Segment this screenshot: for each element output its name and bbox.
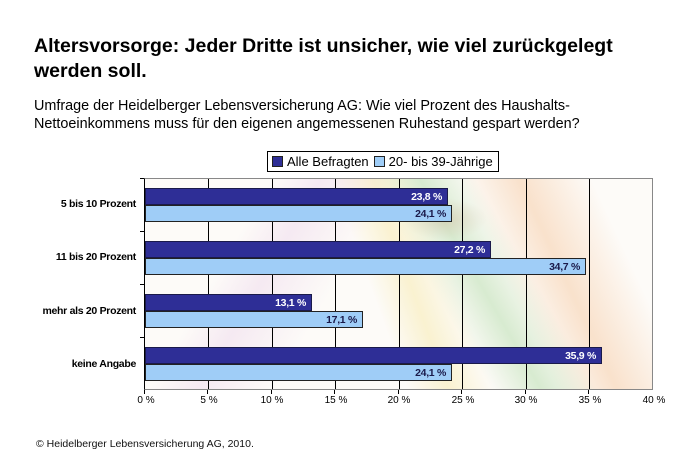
copyright-footer: © Heidelberger Lebensversicherung AG, 20…	[36, 438, 254, 450]
y-tick	[140, 231, 144, 232]
x-tick-label: 25 %	[451, 395, 475, 406]
bar-value-label: 13,1 %	[275, 296, 306, 309]
x-tick-label: 20 %	[387, 395, 411, 406]
y-tick	[140, 337, 144, 338]
legend-swatch-dark	[272, 156, 283, 167]
bar-young-over-20: 17,1 %	[145, 311, 363, 328]
y-tick	[140, 178, 144, 179]
page-title: Altersvorsorge: Jeder Dritte ist unsiche…	[34, 35, 613, 82]
x-tick	[588, 390, 589, 394]
bar-value-label: 17,1 %	[326, 313, 357, 326]
category-label: keine Angabe	[71, 358, 137, 370]
bar-value-label: 23,8 %	[411, 190, 442, 203]
chart-subtitle: Umfrage der Heidelberger Lebensversicher…	[34, 98, 580, 132]
x-tick-label: 0 %	[137, 395, 155, 406]
x-tick	[271, 390, 272, 394]
legend-label: 20- bis 39-Jährige	[388, 154, 493, 169]
bar-young-11-20: 34,7 %	[145, 258, 586, 275]
bar-value-label: 27,2 %	[454, 243, 485, 256]
bar-all-11-20: 27,2 %	[145, 241, 491, 258]
legend-item-all: Alle Befragten	[272, 154, 369, 169]
gridline	[335, 179, 336, 389]
x-tick-label: 40 %	[642, 395, 666, 406]
x-tick-label: 35 %	[578, 395, 602, 406]
x-tick	[207, 390, 208, 394]
bar-value-label: 24,1 %	[415, 207, 446, 220]
gridline	[589, 179, 590, 389]
bar-value-label: 34,7 %	[549, 260, 580, 273]
x-tick	[398, 390, 399, 394]
gridline	[462, 179, 463, 389]
bar-value-label: 24,1 %	[415, 366, 446, 379]
x-tick	[144, 390, 145, 394]
x-tick	[461, 390, 462, 394]
chart-legend: Alle Befragten 20- bis 39-Jährige	[267, 151, 499, 172]
gridline	[399, 179, 400, 389]
y-tick	[140, 284, 144, 285]
legend-label: Alle Befragten	[287, 154, 369, 169]
x-tick-label: 5 %	[200, 395, 218, 406]
gridline	[526, 179, 527, 389]
bar-young-no-answer: 24,1 %	[145, 364, 452, 381]
bar-value-label: 35,9 %	[565, 349, 596, 362]
bar-all-5-10: 23,8 %	[145, 188, 448, 205]
bar-all-no-answer: 35,9 %	[145, 347, 602, 364]
x-tick-label: 30 %	[514, 395, 538, 406]
bar-young-5-10: 24,1 %	[145, 205, 452, 222]
x-tick-label: 10 %	[260, 395, 284, 406]
plot-area: 23,8 % 24,1 % 27,2 % 34,7 % 13,1 % 17,1 …	[144, 178, 653, 390]
x-tick	[334, 390, 335, 394]
gridline	[208, 179, 209, 389]
category-label: 11 bis 20 Prozent	[55, 251, 136, 263]
gridline	[272, 179, 273, 389]
legend-item-young: 20- bis 39-Jährige	[373, 154, 493, 169]
bar-all-over-20: 13,1 %	[145, 294, 312, 311]
category-label: 5 bis 10 Prozent	[60, 198, 136, 210]
legend-swatch-light	[373, 156, 385, 167]
x-tick-label: 15 %	[324, 395, 348, 406]
x-tick	[525, 390, 526, 394]
category-label: mehr als 20 Prozent	[42, 305, 136, 317]
